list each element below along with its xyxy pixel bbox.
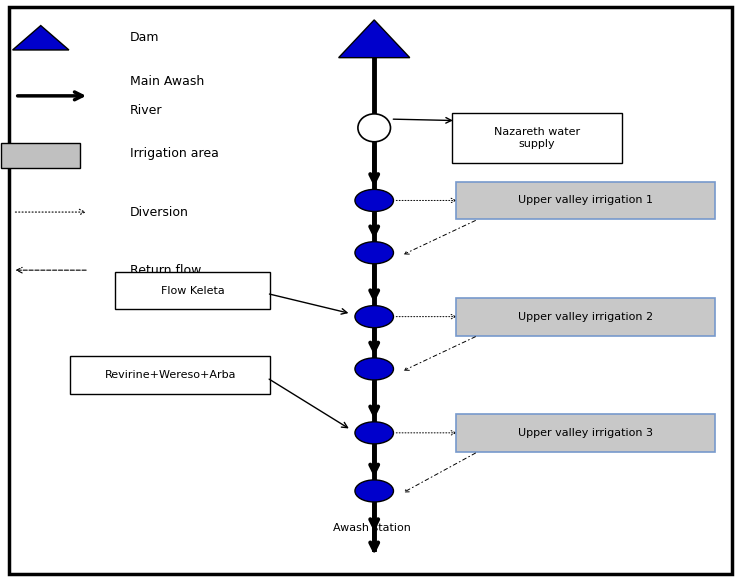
Text: Irrigation area: Irrigation area [130, 148, 219, 160]
Ellipse shape [355, 242, 393, 264]
Text: Upper valley irrigation 3: Upper valley irrigation 3 [518, 428, 653, 438]
Text: Upper valley irrigation 2: Upper valley irrigation 2 [518, 311, 653, 322]
FancyBboxPatch shape [456, 414, 715, 452]
Text: Main Awash: Main Awash [130, 75, 204, 88]
Text: Revirine+Wereso+Arba: Revirine+Wereso+Arba [104, 370, 236, 380]
Ellipse shape [355, 358, 393, 380]
Polygon shape [13, 26, 69, 50]
Text: Upper valley irrigation 1: Upper valley irrigation 1 [518, 195, 653, 206]
Text: Flow Keleta: Flow Keleta [161, 285, 225, 296]
FancyBboxPatch shape [452, 113, 622, 163]
Text: Diversion: Diversion [130, 206, 188, 218]
Text: River: River [130, 104, 162, 117]
Ellipse shape [355, 422, 393, 444]
Text: Nazareth water
supply: Nazareth water supply [494, 127, 580, 149]
FancyBboxPatch shape [456, 297, 715, 336]
Text: Return flow: Return flow [130, 264, 201, 277]
Polygon shape [339, 20, 410, 58]
Ellipse shape [355, 189, 393, 211]
Ellipse shape [358, 114, 391, 142]
FancyBboxPatch shape [70, 356, 270, 394]
Text: Awash station: Awash station [333, 523, 411, 533]
Text: Dam: Dam [130, 31, 159, 44]
FancyBboxPatch shape [456, 181, 715, 219]
Ellipse shape [355, 306, 393, 328]
Ellipse shape [355, 480, 393, 502]
FancyBboxPatch shape [1, 143, 80, 168]
FancyBboxPatch shape [115, 272, 270, 309]
